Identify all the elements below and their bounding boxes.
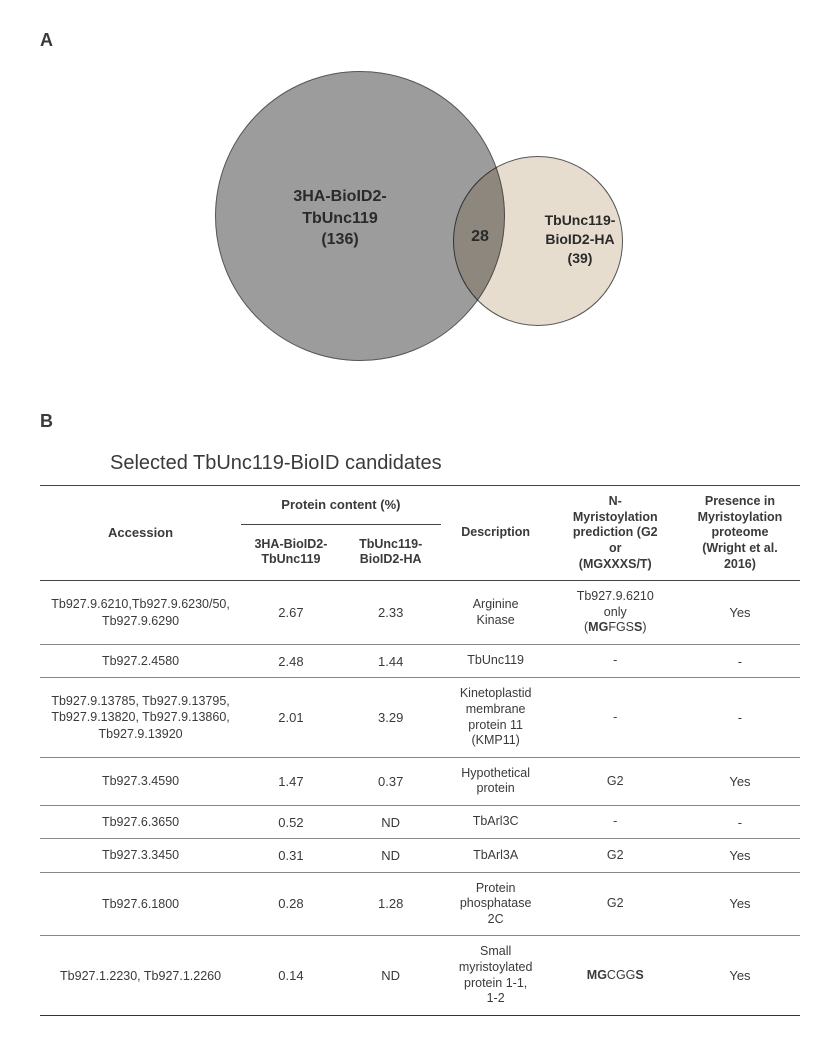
cell-accession: Tb927.3.4590 [40, 757, 241, 805]
table-title: Selected TbUnc119-BioID candidates [110, 452, 800, 475]
cell-myr-prediction: - [551, 645, 680, 678]
venn-diagram: 3HA-BioID2- TbUnc119 (136) 28 TbUnc119- … [170, 61, 670, 381]
table-row: Tb927.1.2230, Tb927.1.22600.14NDSmallmyr… [40, 936, 800, 1016]
cell-myr-prediction: G2 [551, 839, 680, 872]
cell-myr-prediction: - [551, 678, 680, 758]
venn-overlap-label: 28 [460, 226, 500, 248]
th-presence: Presence inMyristoylationproteome(Wright… [680, 486, 800, 581]
table-row: Tb927.6.36500.52NDTbArl3C-- [40, 806, 800, 839]
cell-presence: - [680, 645, 800, 678]
cell-presence: Yes [680, 839, 800, 872]
table-body: Tb927.9.6210,Tb927.9.6230/50,Tb927.9.629… [40, 581, 800, 1016]
cell-myr-prediction: G2 [551, 872, 680, 936]
table-row: Tb927.3.45901.470.37HypotheticalproteinG… [40, 757, 800, 805]
cell-accession: Tb927.6.3650 [40, 806, 241, 839]
panel-a-label: A [40, 30, 800, 51]
venn-left-label: 3HA-BioID2- TbUnc119 (136) [255, 186, 425, 251]
cell-description: TbArl3C [441, 806, 551, 839]
panel-b-label: B [40, 411, 800, 432]
table-row: Tb927.6.18000.281.28Proteinphosphatase2C… [40, 872, 800, 936]
cell-accession: Tb927.1.2230, Tb927.1.2260 [40, 936, 241, 1016]
cell-c1: 0.31 [241, 839, 341, 872]
cell-c1: 0.14 [241, 936, 341, 1016]
cell-accession: Tb927.3.3450 [40, 839, 241, 872]
cell-c2: 3.29 [341, 678, 441, 758]
venn-left-count: (136) [321, 231, 358, 248]
cell-presence: Yes [680, 936, 800, 1016]
cell-myr-prediction: MGCGGS [551, 936, 680, 1016]
table-row: Tb927.9.6210,Tb927.9.6230/50,Tb927.9.629… [40, 581, 800, 645]
venn-right-count: (39) [568, 250, 593, 266]
cell-myr-prediction: Tb927.9.6210only(MGFGSS) [551, 581, 680, 645]
cell-description: Kinetoplastidmembraneprotein 11(KMP11) [441, 678, 551, 758]
cell-myr-prediction: - [551, 806, 680, 839]
table-row: Tb927.2.45802.481.44TbUnc119-- [40, 645, 800, 678]
cell-c2: 1.28 [341, 872, 441, 936]
cell-accession: Tb927.2.4580 [40, 645, 241, 678]
cell-description: Smallmyristoylatedprotein 1-1,1-2 [441, 936, 551, 1016]
cell-c2: 1.44 [341, 645, 441, 678]
th-c2: TbUnc119-BioID2-HA [341, 524, 441, 580]
cell-c2: ND [341, 936, 441, 1016]
table-row: Tb927.9.13785, Tb927.9.13795,Tb927.9.138… [40, 678, 800, 758]
cell-accession: Tb927.9.13785, Tb927.9.13795,Tb927.9.138… [40, 678, 241, 758]
th-c1: 3HA-BioID2-TbUnc119 [241, 524, 341, 580]
cell-description: ArginineKinase [441, 581, 551, 645]
th-protein-content: Protein content (%) [241, 486, 441, 525]
venn-left-l2: TbUnc119 [302, 210, 378, 227]
cell-description: Hypotheticalprotein [441, 757, 551, 805]
th-accession: Accession [40, 486, 241, 581]
venn-right-l2: BioID2-HA [545, 231, 614, 247]
cell-c1: 2.67 [241, 581, 341, 645]
table-row: Tb927.3.34500.31NDTbArl3AG2Yes [40, 839, 800, 872]
cell-presence: Yes [680, 581, 800, 645]
cell-presence: - [680, 678, 800, 758]
cell-accession: Tb927.6.1800 [40, 872, 241, 936]
cell-c2: 2.33 [341, 581, 441, 645]
venn-right-l1: TbUnc119- [545, 212, 616, 228]
cell-description: TbUnc119 [441, 645, 551, 678]
cell-c1: 2.01 [241, 678, 341, 758]
cell-c2: 0.37 [341, 757, 441, 805]
th-description: Description [441, 486, 551, 581]
th-myr-pred: N-Myristoylationprediction (G2or(MGXXXS/… [551, 486, 680, 581]
cell-c2: ND [341, 806, 441, 839]
cell-c1: 1.47 [241, 757, 341, 805]
cell-c1: 0.52 [241, 806, 341, 839]
cell-c1: 0.28 [241, 872, 341, 936]
cell-presence: - [680, 806, 800, 839]
candidates-table: Accession Protein content (%) Descriptio… [40, 485, 800, 1016]
venn-left-l1: 3HA-BioID2- [293, 188, 386, 205]
venn-right-label: TbUnc119- BioID2-HA (39) [520, 211, 640, 268]
cell-presence: Yes [680, 872, 800, 936]
cell-accession: Tb927.9.6210,Tb927.9.6230/50,Tb927.9.629… [40, 581, 241, 645]
cell-description: Proteinphosphatase2C [441, 872, 551, 936]
cell-myr-prediction: G2 [551, 757, 680, 805]
cell-presence: Yes [680, 757, 800, 805]
cell-c1: 2.48 [241, 645, 341, 678]
cell-description: TbArl3A [441, 839, 551, 872]
cell-c2: ND [341, 839, 441, 872]
